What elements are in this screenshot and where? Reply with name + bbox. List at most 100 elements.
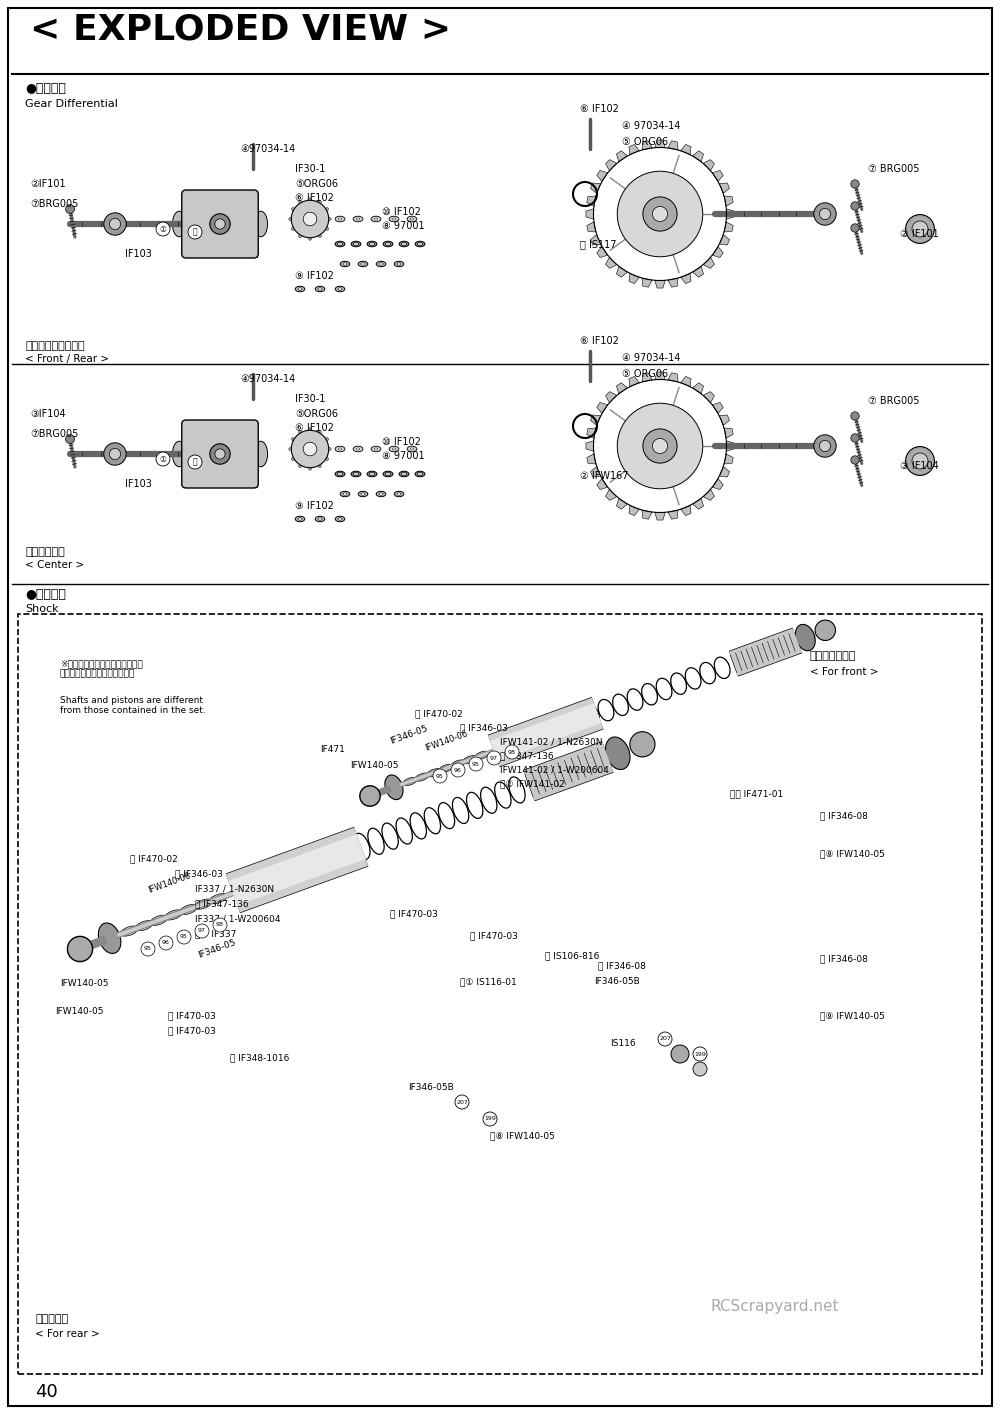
Polygon shape xyxy=(712,246,723,257)
Ellipse shape xyxy=(308,428,312,433)
Polygon shape xyxy=(681,273,691,284)
Bar xyxy=(221,481,226,488)
Polygon shape xyxy=(655,280,665,288)
Circle shape xyxy=(156,452,170,467)
Text: ●ダンパー: ●ダンパー xyxy=(25,587,66,601)
Circle shape xyxy=(215,448,225,460)
Ellipse shape xyxy=(291,226,296,230)
FancyBboxPatch shape xyxy=(8,8,992,1406)
Circle shape xyxy=(455,1094,469,1109)
Ellipse shape xyxy=(291,438,296,441)
Ellipse shape xyxy=(374,218,378,221)
Text: IFW140-06: IFW140-06 xyxy=(424,730,469,754)
Text: ⑪: ⑪ xyxy=(193,458,197,467)
Text: IF346-05: IF346-05 xyxy=(388,724,429,747)
Ellipse shape xyxy=(379,263,383,266)
Ellipse shape xyxy=(403,778,417,786)
Circle shape xyxy=(814,434,836,457)
Bar xyxy=(221,250,226,257)
Ellipse shape xyxy=(209,894,227,904)
Ellipse shape xyxy=(315,516,325,522)
Ellipse shape xyxy=(295,286,305,291)
Polygon shape xyxy=(597,403,608,413)
Text: ㉕ IF470-03: ㉕ IF470-03 xyxy=(168,1027,216,1035)
Circle shape xyxy=(483,1111,497,1126)
Polygon shape xyxy=(724,428,733,438)
Ellipse shape xyxy=(358,262,368,267)
Text: ※ピストンとシャフトはセットに
入っているものと異なります。: ※ピストンとシャフトはセットに 入っているものと異なります。 xyxy=(60,659,143,679)
Ellipse shape xyxy=(392,218,396,221)
Text: ＜センター＞: ＜センター＞ xyxy=(25,547,65,557)
Ellipse shape xyxy=(335,286,345,291)
Text: IF30-1: IF30-1 xyxy=(295,164,325,174)
Polygon shape xyxy=(719,235,730,245)
Text: ⑲⑨ IFW140-05: ⑲⑨ IFW140-05 xyxy=(820,1011,885,1021)
Circle shape xyxy=(291,201,329,238)
Polygon shape xyxy=(703,257,714,269)
Bar xyxy=(191,421,196,427)
Text: ㉚ IS117: ㉚ IS117 xyxy=(580,239,616,249)
Bar xyxy=(244,421,249,427)
Bar xyxy=(199,481,204,488)
Ellipse shape xyxy=(385,775,403,799)
Circle shape xyxy=(652,438,668,454)
Text: ⑲② IFW141-02: ⑲② IFW141-02 xyxy=(500,779,565,789)
Text: Shafts and pistons are different
from those contained in the set.: Shafts and pistons are different from th… xyxy=(60,696,206,715)
Polygon shape xyxy=(590,414,601,426)
Polygon shape xyxy=(655,512,665,520)
Ellipse shape xyxy=(383,471,393,477)
Circle shape xyxy=(630,731,655,756)
Circle shape xyxy=(658,1032,672,1046)
Text: ②IF101: ②IF101 xyxy=(30,180,66,189)
Polygon shape xyxy=(642,510,652,519)
Ellipse shape xyxy=(415,773,429,781)
Circle shape xyxy=(141,942,155,956)
Polygon shape xyxy=(586,441,594,451)
Text: 95: 95 xyxy=(472,762,480,766)
Text: ③IF104: ③IF104 xyxy=(30,409,66,419)
Ellipse shape xyxy=(463,755,477,764)
Bar xyxy=(206,421,211,427)
Ellipse shape xyxy=(394,262,404,267)
Ellipse shape xyxy=(374,448,378,450)
Text: ㉑ IF346-03: ㉑ IF346-03 xyxy=(460,724,508,732)
Bar xyxy=(229,481,234,488)
Ellipse shape xyxy=(335,516,345,522)
Ellipse shape xyxy=(299,462,303,468)
Polygon shape xyxy=(616,498,628,509)
Text: ①: ① xyxy=(160,225,166,233)
Circle shape xyxy=(906,215,934,243)
Text: ㉔ IF470-03: ㉔ IF470-03 xyxy=(168,1011,216,1021)
Ellipse shape xyxy=(324,438,329,441)
Text: ⑳ IF470-02: ⑳ IF470-02 xyxy=(130,854,178,864)
Polygon shape xyxy=(642,373,652,382)
Circle shape xyxy=(487,751,501,765)
Text: < For front >: < For front > xyxy=(810,667,879,677)
Ellipse shape xyxy=(795,625,815,650)
Circle shape xyxy=(851,455,859,464)
Bar xyxy=(236,421,241,427)
Text: ⑦BRG005: ⑦BRG005 xyxy=(30,199,78,209)
Ellipse shape xyxy=(417,242,423,246)
Circle shape xyxy=(188,225,202,239)
Circle shape xyxy=(643,197,677,230)
Bar xyxy=(183,250,189,257)
Circle shape xyxy=(109,218,121,229)
Polygon shape xyxy=(597,478,608,489)
Circle shape xyxy=(819,440,831,451)
Bar xyxy=(236,250,241,257)
Circle shape xyxy=(156,222,170,236)
Polygon shape xyxy=(616,151,628,161)
Text: ⑤ ORG06: ⑤ ORG06 xyxy=(622,369,668,379)
Ellipse shape xyxy=(353,242,359,246)
Circle shape xyxy=(469,756,483,771)
Polygon shape xyxy=(590,235,601,245)
Bar xyxy=(236,191,241,198)
Ellipse shape xyxy=(150,915,168,925)
Polygon shape xyxy=(597,171,608,181)
Ellipse shape xyxy=(324,226,329,230)
Text: IF346-05B: IF346-05B xyxy=(594,977,640,987)
Polygon shape xyxy=(587,222,596,232)
Ellipse shape xyxy=(335,216,345,222)
Text: IF471: IF471 xyxy=(320,745,345,755)
